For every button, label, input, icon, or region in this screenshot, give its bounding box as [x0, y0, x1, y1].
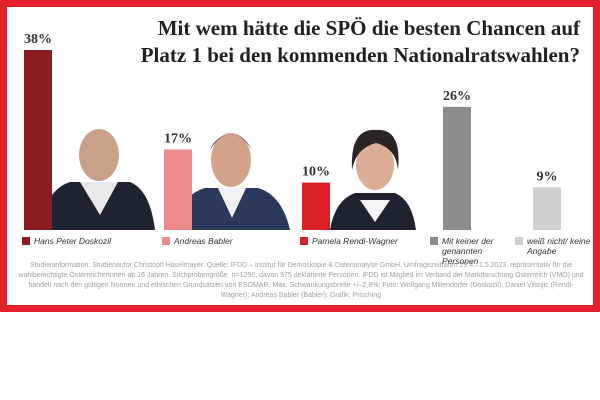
legend-swatch	[162, 237, 170, 245]
legend-swatch	[515, 237, 523, 245]
legend-swatch	[22, 237, 30, 245]
value-label: 38%	[24, 32, 52, 47]
legend-label: Hans Peter Doskozil	[34, 236, 112, 246]
legend-label: Andreas Babler	[174, 236, 233, 246]
bar	[533, 187, 561, 230]
bar	[164, 149, 192, 230]
photo	[330, 129, 416, 230]
legend-label: Mit keiner der genannten Personen	[442, 236, 494, 266]
chart-title: Mit wem hätte die SPÖ die besten Chancen…	[158, 16, 581, 40]
legend-label: Pamela Rendi-Wagner	[312, 236, 398, 246]
photo	[175, 133, 290, 230]
legend-swatch	[430, 237, 438, 245]
source-note: Studieninformation: Studienautor Christo…	[18, 262, 584, 299]
bar	[24, 50, 52, 230]
value-label: 9%	[537, 169, 558, 184]
value-label: 26%	[443, 89, 471, 104]
value-label: 17%	[164, 131, 192, 146]
bar	[302, 182, 330, 230]
legend-label: weiß nicht/ keine Angabe	[527, 236, 591, 256]
photo	[40, 129, 155, 230]
legend-swatch	[300, 237, 308, 245]
chart-title: Platz 1 bei den kommenden Nationalratswa…	[141, 43, 580, 67]
bar	[443, 106, 471, 230]
value-label: 10%	[302, 165, 330, 180]
